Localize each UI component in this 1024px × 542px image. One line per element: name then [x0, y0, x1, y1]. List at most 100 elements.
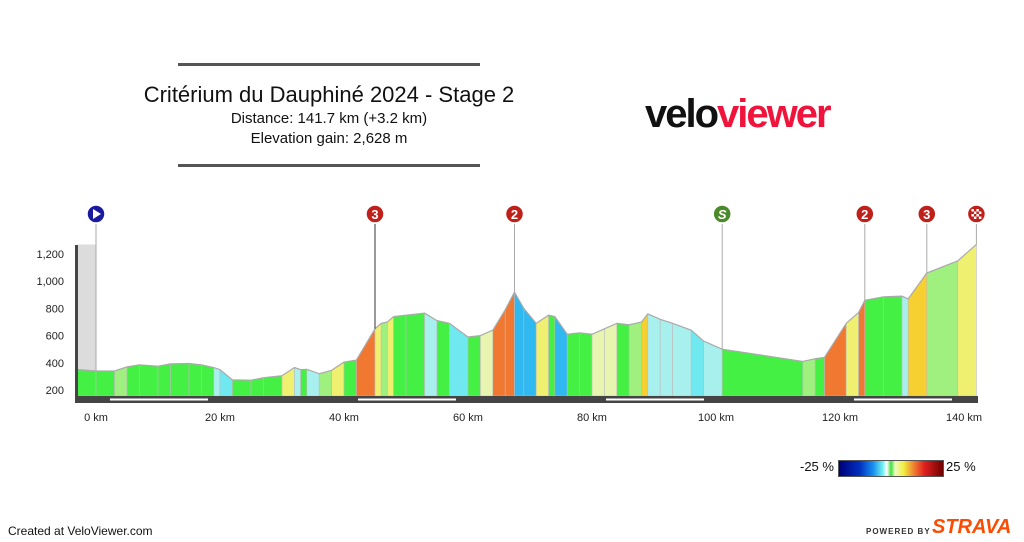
profile-segment: [659, 318, 673, 397]
profile-segment: [405, 312, 425, 397]
profile-segment: [114, 366, 128, 397]
stage-title: Critérium du Dauphiné 2024 - Stage 2: [143, 82, 515, 107]
checkered-flag-icon: [973, 216, 977, 219]
profile-segment: [188, 363, 202, 397]
profile-segment: [170, 363, 190, 397]
y-tick-label: 1,200: [36, 249, 64, 261]
y-tick-label: 400: [46, 358, 64, 370]
checkered-flag-icon: [976, 214, 979, 217]
checkered-flag-icon: [973, 211, 977, 214]
profile-segment: [604, 322, 618, 397]
profile-segment: [139, 364, 159, 397]
climb-marker-icon: [504, 204, 525, 224]
profile-segment: [263, 375, 283, 397]
profile-segment: [907, 272, 928, 397]
distance-band: [606, 398, 704, 401]
profile-segment: [824, 322, 847, 397]
checkered-flag-icon: [976, 209, 979, 212]
profile-segment: [858, 300, 866, 397]
profile-segment: [467, 335, 481, 397]
climb-marker-label: 2: [861, 207, 868, 222]
climb-marker-label: 3: [371, 207, 378, 222]
climb-marker-icon: [855, 204, 875, 224]
profile-segment: [387, 315, 394, 397]
profile-segment: [424, 312, 438, 397]
play-icon: [93, 209, 101, 219]
profile-outline: [77, 244, 977, 381]
profile-segment: [957, 243, 977, 397]
profile-segment: [480, 329, 494, 397]
profile-segment: [374, 322, 382, 397]
title-rule-bottom: [178, 164, 480, 167]
profile-segment: [901, 295, 909, 397]
profile-segment: [672, 322, 692, 397]
profile-segment: [814, 357, 825, 397]
x-tick-label: 40 km: [329, 412, 359, 424]
profile-segment: [548, 314, 556, 397]
climb-marker-label: 2: [511, 207, 518, 222]
profile-segment: [802, 358, 816, 397]
sprint-marker-label: S: [718, 207, 727, 222]
y-tick-label: 800: [46, 303, 64, 315]
profile-segment: [250, 377, 264, 397]
title-rule-top: [178, 63, 480, 66]
profile-segment: [300, 369, 308, 397]
profile-segment: [864, 296, 884, 397]
profile-segment: [343, 359, 357, 397]
x-tick-label: 140 km: [946, 412, 982, 424]
profile-segment: [201, 364, 215, 397]
profile-segment: [126, 364, 140, 397]
profile-segment: [436, 320, 450, 397]
x-axis-bar: [75, 396, 978, 403]
x-tick-label: 80 km: [577, 412, 607, 424]
y-tick-label: 600: [46, 331, 64, 343]
profile-segment: [721, 348, 804, 397]
profile-segment: [926, 260, 959, 397]
profile-segment: [883, 295, 903, 397]
x-tick-label: 0 km: [84, 412, 108, 424]
y-tick-label: 1,000: [36, 276, 64, 288]
distance-band: [854, 398, 952, 401]
distance-text: Distance: 141.7 km (+3.2 km): [230, 110, 428, 127]
strava-logo: STRAVA: [932, 516, 1012, 538]
pre-start-area: [77, 244, 96, 396]
profile-segment: [641, 312, 649, 397]
y-tick-label: 200: [46, 385, 64, 397]
x-tick-label: 20 km: [205, 412, 235, 424]
checkered-flag-icon: [971, 214, 974, 217]
profile-segment: [77, 369, 97, 397]
sprint-marker-icon: [712, 204, 732, 224]
profile-segment: [318, 369, 332, 397]
profile-segment: [219, 368, 233, 397]
climb-marker-icon: [917, 204, 937, 224]
y-axis-line: [75, 245, 78, 402]
checkered-flag-icon: [978, 216, 982, 219]
elevation-gain-text: Elevation gain: 2,628 m: [250, 130, 408, 147]
profile-segment: [393, 314, 407, 397]
profile-segment: [554, 315, 568, 397]
veloviewer-logo: veloviewer: [645, 92, 832, 136]
profile-segment: [331, 361, 345, 397]
climb-marker-label: 3: [923, 207, 930, 222]
legend-min-label: -25 %: [800, 459, 834, 474]
powered-by-label: POWERED BY: [866, 527, 931, 536]
profile-segment: [232, 379, 252, 397]
gradient-legend-bar: [838, 460, 944, 477]
profile-segment: [703, 340, 723, 397]
x-tick-label: 100 km: [698, 412, 734, 424]
x-tick-label: 120 km: [822, 412, 858, 424]
profile-segment: [356, 327, 376, 397]
checkered-flag-icon: [978, 211, 982, 214]
profile-segment: [616, 323, 630, 397]
distance-band: [358, 398, 456, 401]
checkered-flag-icon: [971, 209, 974, 212]
profile-segment: [95, 370, 115, 397]
distance-band: [110, 398, 208, 401]
created-at-link[interactable]: Created at VeloViewer.com: [8, 524, 153, 538]
x-tick-label: 60 km: [453, 412, 483, 424]
legend-max-label: 25 %: [946, 459, 976, 474]
profile-segment: [591, 328, 605, 397]
profile-segment: [492, 308, 506, 397]
